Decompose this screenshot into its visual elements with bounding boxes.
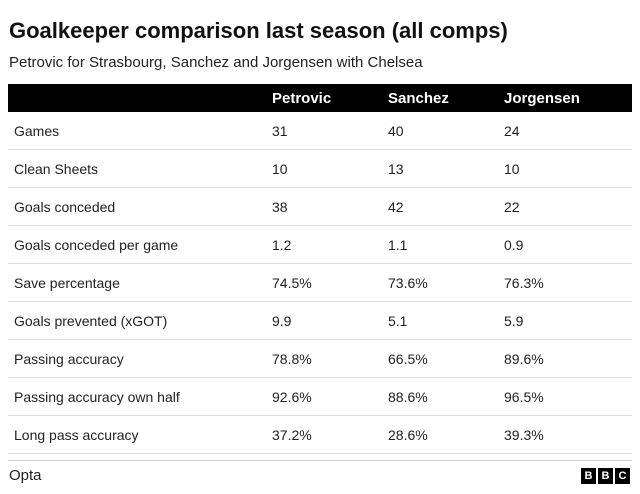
chart-title: Goalkeeper comparison last season (all c… xyxy=(9,18,508,43)
value-cell-petrovic: 31 xyxy=(266,112,382,150)
value-cell-sanchez: 1.1 xyxy=(382,225,498,264)
row-label: Save percentage xyxy=(8,263,266,302)
table-row: Passing accuracy 78.8% 66.5% 89.6% xyxy=(8,339,632,378)
table-row: Long pass accuracy 37.2% 28.6% 39.3% xyxy=(8,415,632,454)
bbc-logo-letter: B xyxy=(598,468,613,484)
header-cell-petrovic: Petrovic xyxy=(266,84,382,112)
source-label: Opta xyxy=(9,467,42,484)
value-cell-jorgensen: 0.9 xyxy=(498,225,632,264)
row-label: Passing accuracy xyxy=(8,339,266,378)
header-cell-sanchez: Sanchez xyxy=(382,84,498,112)
bbc-logo: B B C xyxy=(581,468,630,484)
chart-subtitle: Petrovic for Strasbourg, Sanchez and Jor… xyxy=(9,54,423,71)
row-label: Long pass accuracy xyxy=(8,415,266,454)
value-cell-petrovic: 9.9 xyxy=(266,301,382,340)
value-cell-jorgensen: 76.3% xyxy=(498,263,632,302)
row-label: Goals conceded xyxy=(8,187,266,226)
row-label: Goals conceded per game xyxy=(8,225,266,264)
bbc-logo-letter: B xyxy=(581,468,596,484)
comparison-table: Petrovic Sanchez Jorgensen Games 31 40 24 Cl… xyxy=(8,84,632,454)
table-row: Goals conceded 38 42 22 xyxy=(8,187,632,226)
row-label: Games xyxy=(8,112,266,150)
value-cell-sanchez: 88.6% xyxy=(382,377,498,416)
footer-divider xyxy=(8,460,632,461)
value-cell-sanchez: 66.5% xyxy=(382,339,498,378)
value-cell-jorgensen: 96.5% xyxy=(498,377,632,416)
table-row: Goals conceded per game 1.2 1.1 0.9 xyxy=(8,225,632,264)
value-cell-jorgensen: 22 xyxy=(498,187,632,226)
value-cell-sanchez: 5.1 xyxy=(382,301,498,340)
table-row: Games 31 40 24 xyxy=(8,112,632,150)
value-cell-petrovic: 38 xyxy=(266,187,382,226)
value-cell-jorgensen: 89.6% xyxy=(498,339,632,378)
value-cell-petrovic: 37.2% xyxy=(266,415,382,454)
value-cell-jorgensen: 10 xyxy=(498,149,632,188)
header-cell-stat xyxy=(8,84,266,112)
bbc-logo-letter: C xyxy=(615,468,630,484)
value-cell-petrovic: 78.8% xyxy=(266,339,382,378)
table-body: Games 31 40 24 Clean Sheets 10 13 10 Goals conce… xyxy=(8,112,632,454)
value-cell-petrovic: 1.2 xyxy=(266,225,382,264)
value-cell-petrovic: 92.6% xyxy=(266,377,382,416)
value-cell-sanchez: 13 xyxy=(382,149,498,188)
header-row: Petrovic Sanchez Jorgensen xyxy=(8,84,632,112)
header-cell-jorgensen: Jorgensen xyxy=(498,84,632,112)
value-cell-sanchez: 42 xyxy=(382,187,498,226)
table-header: Petrovic Sanchez Jorgensen xyxy=(8,84,632,112)
table-row: Clean Sheets 10 13 10 xyxy=(8,149,632,188)
value-cell-jorgensen: 5.9 xyxy=(498,301,632,340)
row-label: Passing accuracy own half xyxy=(8,377,266,416)
value-cell-sanchez: 40 xyxy=(382,112,498,150)
value-cell-sanchez: 28.6% xyxy=(382,415,498,454)
row-label: Clean Sheets xyxy=(8,149,266,188)
value-cell-petrovic: 74.5% xyxy=(266,263,382,302)
row-label: Goals prevented (xGOT) xyxy=(8,301,266,340)
value-cell-jorgensen: 39.3% xyxy=(498,415,632,454)
value-cell-sanchez: 73.6% xyxy=(382,263,498,302)
value-cell-petrovic: 10 xyxy=(266,149,382,188)
value-cell-jorgensen: 24 xyxy=(498,112,632,150)
table-row: Save percentage 74.5% 73.6% 76.3% xyxy=(8,263,632,302)
table-row: Passing accuracy own half 92.6% 88.6% 96.5% xyxy=(8,377,632,416)
table-row: Goals prevented (xGOT) 9.9 5.1 5.9 xyxy=(8,301,632,340)
